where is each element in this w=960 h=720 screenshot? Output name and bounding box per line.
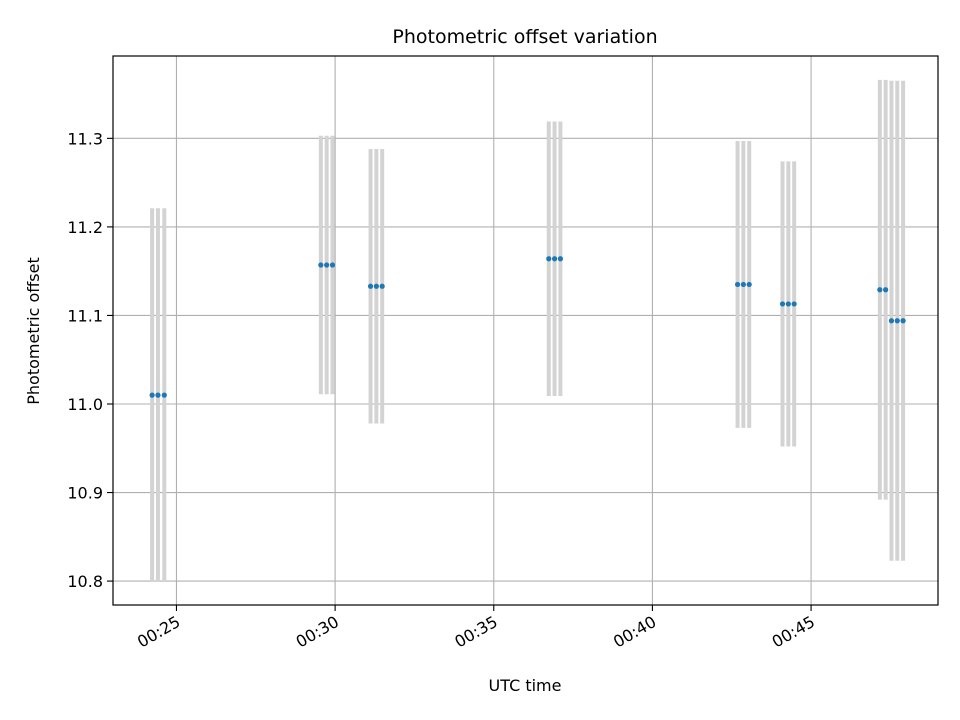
data-point [740,281,746,288]
y-tick-label: 11.1 [67,306,103,325]
data-point [367,283,374,289]
y-axis: 10.8 10.9 11.0 11.1 11.2 11.3 [67,129,113,591]
grid [113,56,938,605]
y-tick-label: 10.8 [67,572,103,591]
data-point [329,262,336,268]
data-point [155,392,161,398]
data-points [149,256,906,398]
x-axis-title: UTC time [489,676,562,695]
plot-frame [112,55,939,606]
data-point [373,283,379,289]
data-point [318,262,324,268]
data-point [779,301,786,307]
data-point [324,262,330,268]
y-tick-label: 11.3 [67,129,103,148]
data-point [149,392,155,398]
data-point [894,318,900,324]
y-axis-title: Photometric offset [24,257,43,405]
data-point [877,287,883,293]
data-point [379,283,385,289]
data-point [546,256,552,262]
chart-title: Photometric offset variation [392,26,657,48]
data-point [557,256,564,262]
data-point [551,256,558,262]
data-point [746,281,752,288]
y-tick-label: 10.9 [67,484,103,503]
data-point [734,281,741,288]
data-point [785,301,791,307]
data-point [888,318,895,324]
y-tick-label: 11.0 [67,395,103,414]
data-point [883,287,889,293]
data-point [900,318,906,324]
y-tick-label: 11.2 [67,218,103,237]
data-point [791,301,797,307]
data-point [161,392,167,398]
